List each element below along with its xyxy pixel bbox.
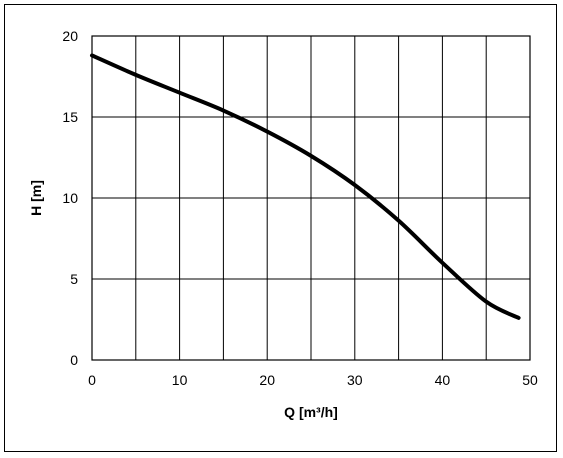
y-axis-label: H [m]	[28, 180, 44, 216]
x-tick-label: 0	[88, 372, 96, 388]
y-tick-label: 10	[62, 190, 78, 206]
x-tick-label: 10	[172, 372, 188, 388]
x-tick-label: 20	[259, 372, 275, 388]
series-line	[90, 53, 521, 320]
x-tick-labels: 0 10 20 30 40 50	[88, 372, 538, 388]
y-tick-label: 0	[70, 352, 78, 368]
x-tick-label: 50	[522, 372, 538, 388]
x-axis-label: Q [m³/h]	[284, 404, 338, 420]
y-tick-labels: 0 5 10 15 20	[62, 28, 78, 368]
x-tick-label: 30	[347, 372, 363, 388]
y-tick-label: 15	[62, 109, 78, 125]
y-tick-label: 20	[62, 28, 78, 44]
x-tick-label: 40	[435, 372, 451, 388]
y-tick-label: 5	[70, 271, 78, 287]
chart-frame	[4, 4, 557, 452]
plot-area-border	[91, 35, 531, 361]
